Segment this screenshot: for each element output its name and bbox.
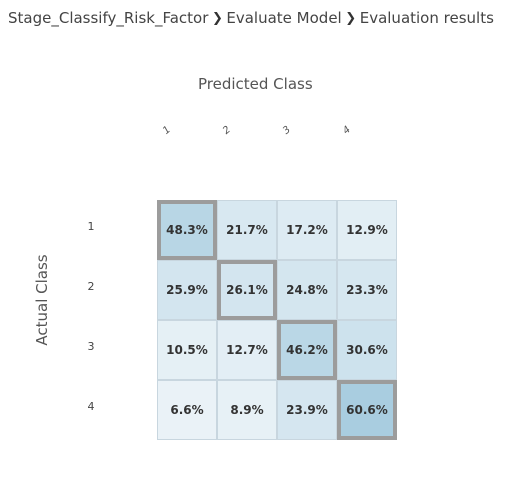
matrix-cell[interactable]: 12.7% bbox=[217, 320, 277, 380]
column-label: 1 bbox=[161, 124, 173, 137]
matrix-cell[interactable]: 30.6% bbox=[337, 320, 397, 380]
matrix-cell[interactable]: 17.2% bbox=[277, 200, 337, 260]
matrix-cell[interactable]: 21.7% bbox=[217, 200, 277, 260]
matrix-cell-diagonal[interactable]: 26.1% bbox=[217, 260, 277, 320]
matrix-cell[interactable]: 12.9% bbox=[337, 200, 397, 260]
matrix-cell-diagonal[interactable]: 48.3% bbox=[157, 200, 217, 260]
row-label: 2 bbox=[87, 280, 95, 293]
matrix-cell[interactable]: 25.9% bbox=[157, 260, 217, 320]
chevron-right-icon: ❯ bbox=[345, 10, 357, 26]
breadcrumb: Stage_Classify_Risk_Factor ❯ Evaluate Mo… bbox=[8, 7, 494, 29]
confusion-matrix: 48.3% 21.7% 17.2% 12.9% 25.9% 26.1% 24.8… bbox=[157, 200, 397, 440]
breadcrumb-item-experiment[interactable]: Stage_Classify_Risk_Factor bbox=[8, 9, 209, 27]
row-label: 3 bbox=[87, 340, 95, 353]
matrix-cell[interactable]: 8.9% bbox=[217, 380, 277, 440]
predicted-class-title: Predicted Class bbox=[198, 75, 313, 93]
chevron-right-icon: ❯ bbox=[211, 10, 223, 26]
matrix-cell[interactable]: 23.9% bbox=[277, 380, 337, 440]
breadcrumb-item-module[interactable]: Evaluate Model bbox=[226, 9, 342, 27]
matrix-cell[interactable]: 6.6% bbox=[157, 380, 217, 440]
column-label: 3 bbox=[281, 124, 293, 137]
column-label: 4 bbox=[341, 124, 353, 137]
matrix-cell-diagonal[interactable]: 60.6% bbox=[337, 380, 397, 440]
row-label: 1 bbox=[87, 220, 95, 233]
breadcrumb-item-current: Evaluation results bbox=[359, 9, 494, 27]
column-label: 2 bbox=[221, 124, 233, 137]
matrix-cell[interactable]: 10.5% bbox=[157, 320, 217, 380]
matrix-cell[interactable]: 24.8% bbox=[277, 260, 337, 320]
row-label: 4 bbox=[87, 400, 95, 413]
matrix-cell[interactable]: 23.3% bbox=[337, 260, 397, 320]
matrix-cell-diagonal[interactable]: 46.2% bbox=[277, 320, 337, 380]
actual-class-title: Actual Class bbox=[33, 254, 51, 346]
